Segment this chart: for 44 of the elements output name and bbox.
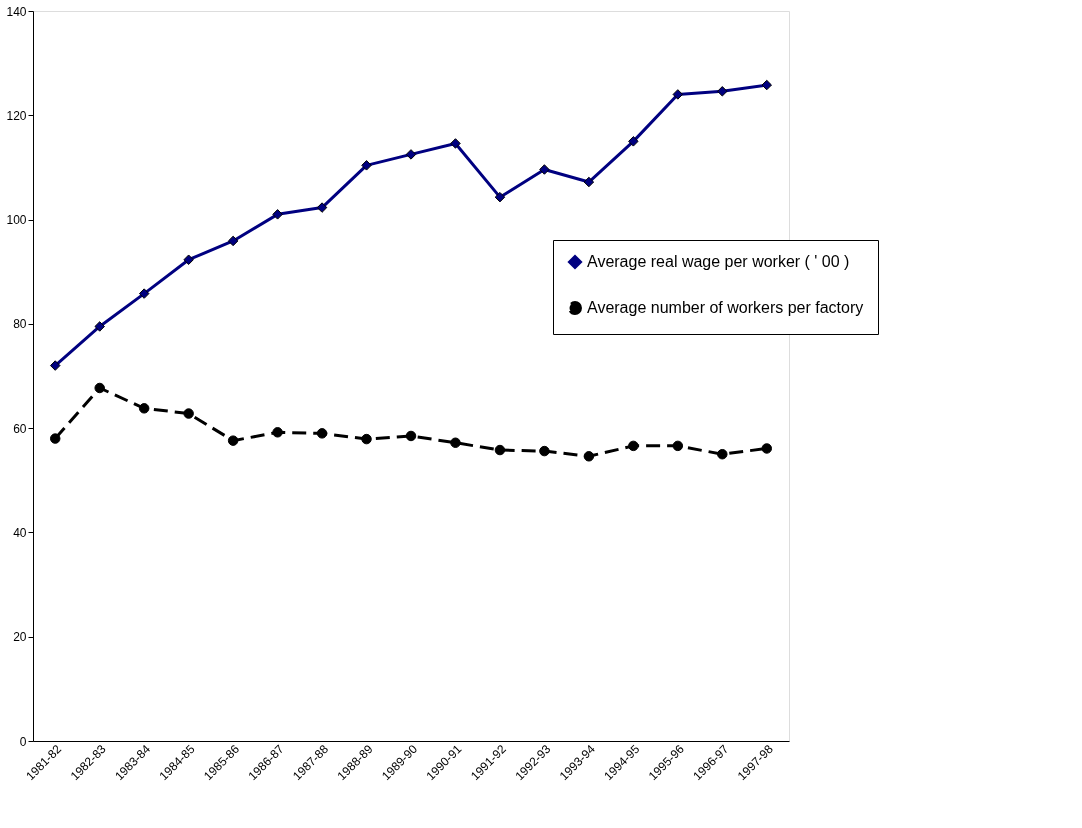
point bbox=[672, 440, 684, 452]
y-tick-label: 40 bbox=[13, 525, 27, 540]
point bbox=[361, 160, 372, 171]
point bbox=[272, 427, 283, 438]
point bbox=[94, 382, 105, 394]
point bbox=[138, 403, 150, 414]
point bbox=[583, 176, 595, 188]
point bbox=[628, 136, 639, 147]
point bbox=[227, 435, 239, 446]
point bbox=[672, 89, 684, 100]
point bbox=[494, 444, 506, 456]
point bbox=[272, 209, 283, 220]
y-tick-label: 60 bbox=[13, 421, 27, 436]
y-tick-label: 0 bbox=[19, 734, 27, 749]
point bbox=[539, 445, 550, 457]
y-tick-label: 120 bbox=[6, 108, 27, 123]
y-tick-label: 140 bbox=[6, 4, 27, 19]
legend-label: Average number of workers per factory bbox=[587, 299, 864, 316]
point bbox=[539, 164, 550, 175]
point bbox=[405, 430, 417, 442]
point bbox=[183, 254, 194, 265]
point bbox=[583, 451, 595, 462]
legend-label: Average real wage per worker ( ' 00 ) bbox=[587, 253, 850, 270]
point bbox=[717, 448, 728, 460]
point bbox=[183, 408, 194, 419]
point bbox=[450, 437, 461, 448]
point bbox=[405, 149, 417, 160]
point bbox=[494, 191, 506, 203]
point bbox=[717, 86, 728, 97]
point bbox=[94, 321, 105, 332]
point bbox=[761, 443, 773, 454]
y-tick-label: 20 bbox=[13, 630, 27, 645]
point bbox=[49, 433, 61, 444]
point bbox=[49, 360, 61, 371]
point bbox=[316, 428, 328, 439]
point bbox=[761, 79, 773, 91]
point bbox=[361, 433, 372, 445]
point bbox=[227, 235, 239, 247]
point bbox=[628, 440, 639, 452]
y-tick-label: 100 bbox=[6, 213, 27, 228]
point bbox=[316, 202, 328, 213]
point bbox=[450, 138, 461, 149]
point bbox=[138, 288, 150, 299]
y-tick-label: 80 bbox=[13, 317, 27, 332]
